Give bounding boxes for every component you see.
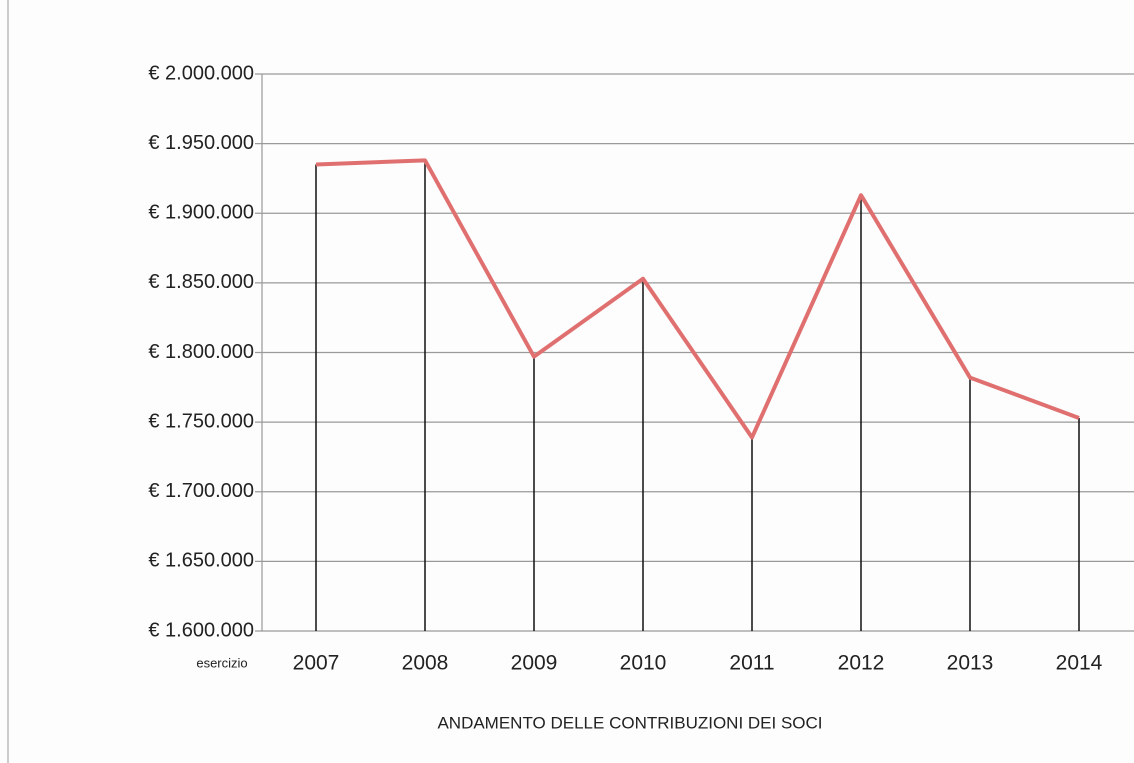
chart-title: ANDAMENTO DELLE CONTRIBUZIONI DEI SOCI: [437, 713, 822, 732]
x-tick-label: 2011: [729, 652, 774, 675]
x-tick-label: 2009: [511, 652, 558, 675]
x-tick-label: 2012: [838, 652, 885, 675]
y-tick-label: € 1.900.000: [148, 202, 254, 224]
y-tick-label: € 1.750.000: [148, 410, 254, 432]
x-tick-label: 2010: [620, 652, 667, 675]
x-tick-label: 2014: [1056, 652, 1103, 675]
y-tick-label: € 1.850.000: [148, 271, 254, 293]
x-tick-label: 2008: [402, 652, 449, 675]
x-tick-label: 2007: [293, 652, 340, 675]
y-tick-label: € 1.950.000: [148, 132, 254, 154]
y-tick-label: € 1.800.000: [148, 341, 254, 363]
y-tick-label: € 1.600.000: [148, 619, 254, 641]
y-tick-label: € 1.650.000: [148, 550, 254, 572]
y-tick-label: € 2.000.000: [148, 62, 254, 84]
series-line: [315, 158, 1080, 440]
x-axis-label: esercizio: [196, 655, 247, 670]
x-tick-label: 2013: [947, 652, 994, 675]
y-tick-label: € 1.700.000: [148, 480, 254, 502]
